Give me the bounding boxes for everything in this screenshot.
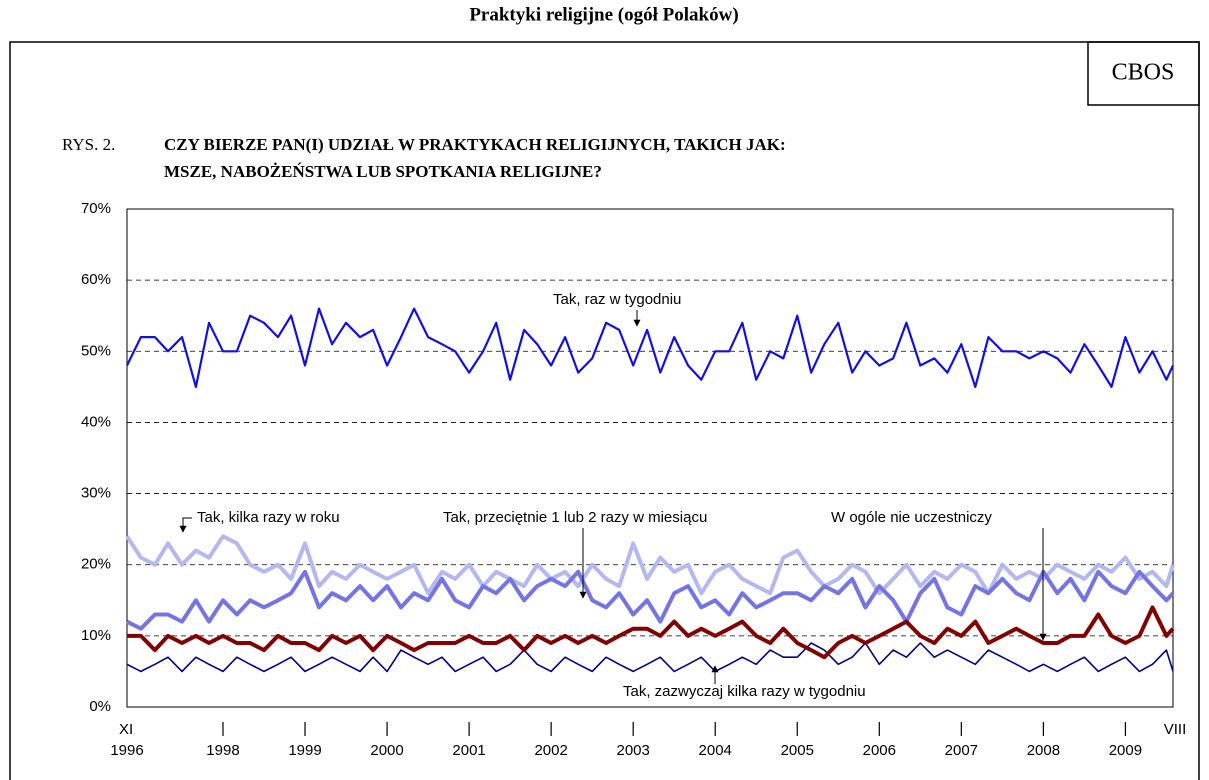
y-tick-label: 40% xyxy=(81,413,111,430)
annotation: Tak, przeciętnie 1 lub 2 razy w miesiącu xyxy=(443,509,707,526)
x-tick-label: 2009 xyxy=(1109,742,1142,759)
x-end-label: VIII xyxy=(1164,721,1187,738)
x-tick-label: 1998 xyxy=(206,742,239,759)
page-title: Praktyki religijne (ogół Polaków) xyxy=(469,4,738,25)
y-tick-label: 20% xyxy=(81,556,111,573)
chart-title: CZY BIERZE PAN(I) UDZIAŁ W PRAKTYKACH RE… xyxy=(164,135,786,154)
x-tick-label: 2008 xyxy=(1027,742,1060,759)
annotation-arrow xyxy=(179,517,192,533)
series-line xyxy=(126,307,1174,388)
y-tick-label: 60% xyxy=(81,271,111,288)
x-tick-label: 2001 xyxy=(452,742,485,759)
x-tick-label: 2000 xyxy=(370,742,403,759)
plot-frame xyxy=(126,208,1174,708)
annotation: Tak, kilka razy w roku xyxy=(197,509,340,526)
series-line xyxy=(126,569,1175,631)
series-line xyxy=(127,605,1175,660)
series-line xyxy=(125,534,1175,596)
x-tick-label: 2005 xyxy=(781,742,814,759)
y-tick-label: 30% xyxy=(81,485,111,502)
x-tick-label: 2004 xyxy=(699,742,732,759)
y-tick-label: 0% xyxy=(89,698,111,715)
x-tick-label: 1996 xyxy=(110,742,143,759)
annotation: Tak, zazwyczaj kilka razy w tygodniu xyxy=(623,683,866,700)
chart-title: MSZE, NABOŻEŃSTWA LUB SPOTKANIA RELIGIJN… xyxy=(164,162,602,181)
x-tick-label: 1999 xyxy=(288,742,321,759)
y-tick-label: 10% xyxy=(81,627,111,644)
series-line xyxy=(126,642,1174,673)
x-tick-label: 2007 xyxy=(945,742,978,759)
x-tick-label: 2006 xyxy=(863,742,896,759)
badge-box xyxy=(1087,41,1200,106)
badge: CBOS xyxy=(1112,60,1175,86)
x-tick-label: 2002 xyxy=(534,742,567,759)
y-tick-label: 70% xyxy=(81,200,111,217)
figure-label: RYS. 2. xyxy=(62,135,115,154)
frame xyxy=(9,41,1200,780)
annotation: W ogóle nie uczestniczy xyxy=(831,509,992,526)
annotation: Tak, raz w tygodniu xyxy=(553,291,681,308)
y-tick-label: 50% xyxy=(81,342,111,359)
x-tick-label: 2003 xyxy=(616,742,649,759)
x-start-label: XI xyxy=(119,721,133,738)
